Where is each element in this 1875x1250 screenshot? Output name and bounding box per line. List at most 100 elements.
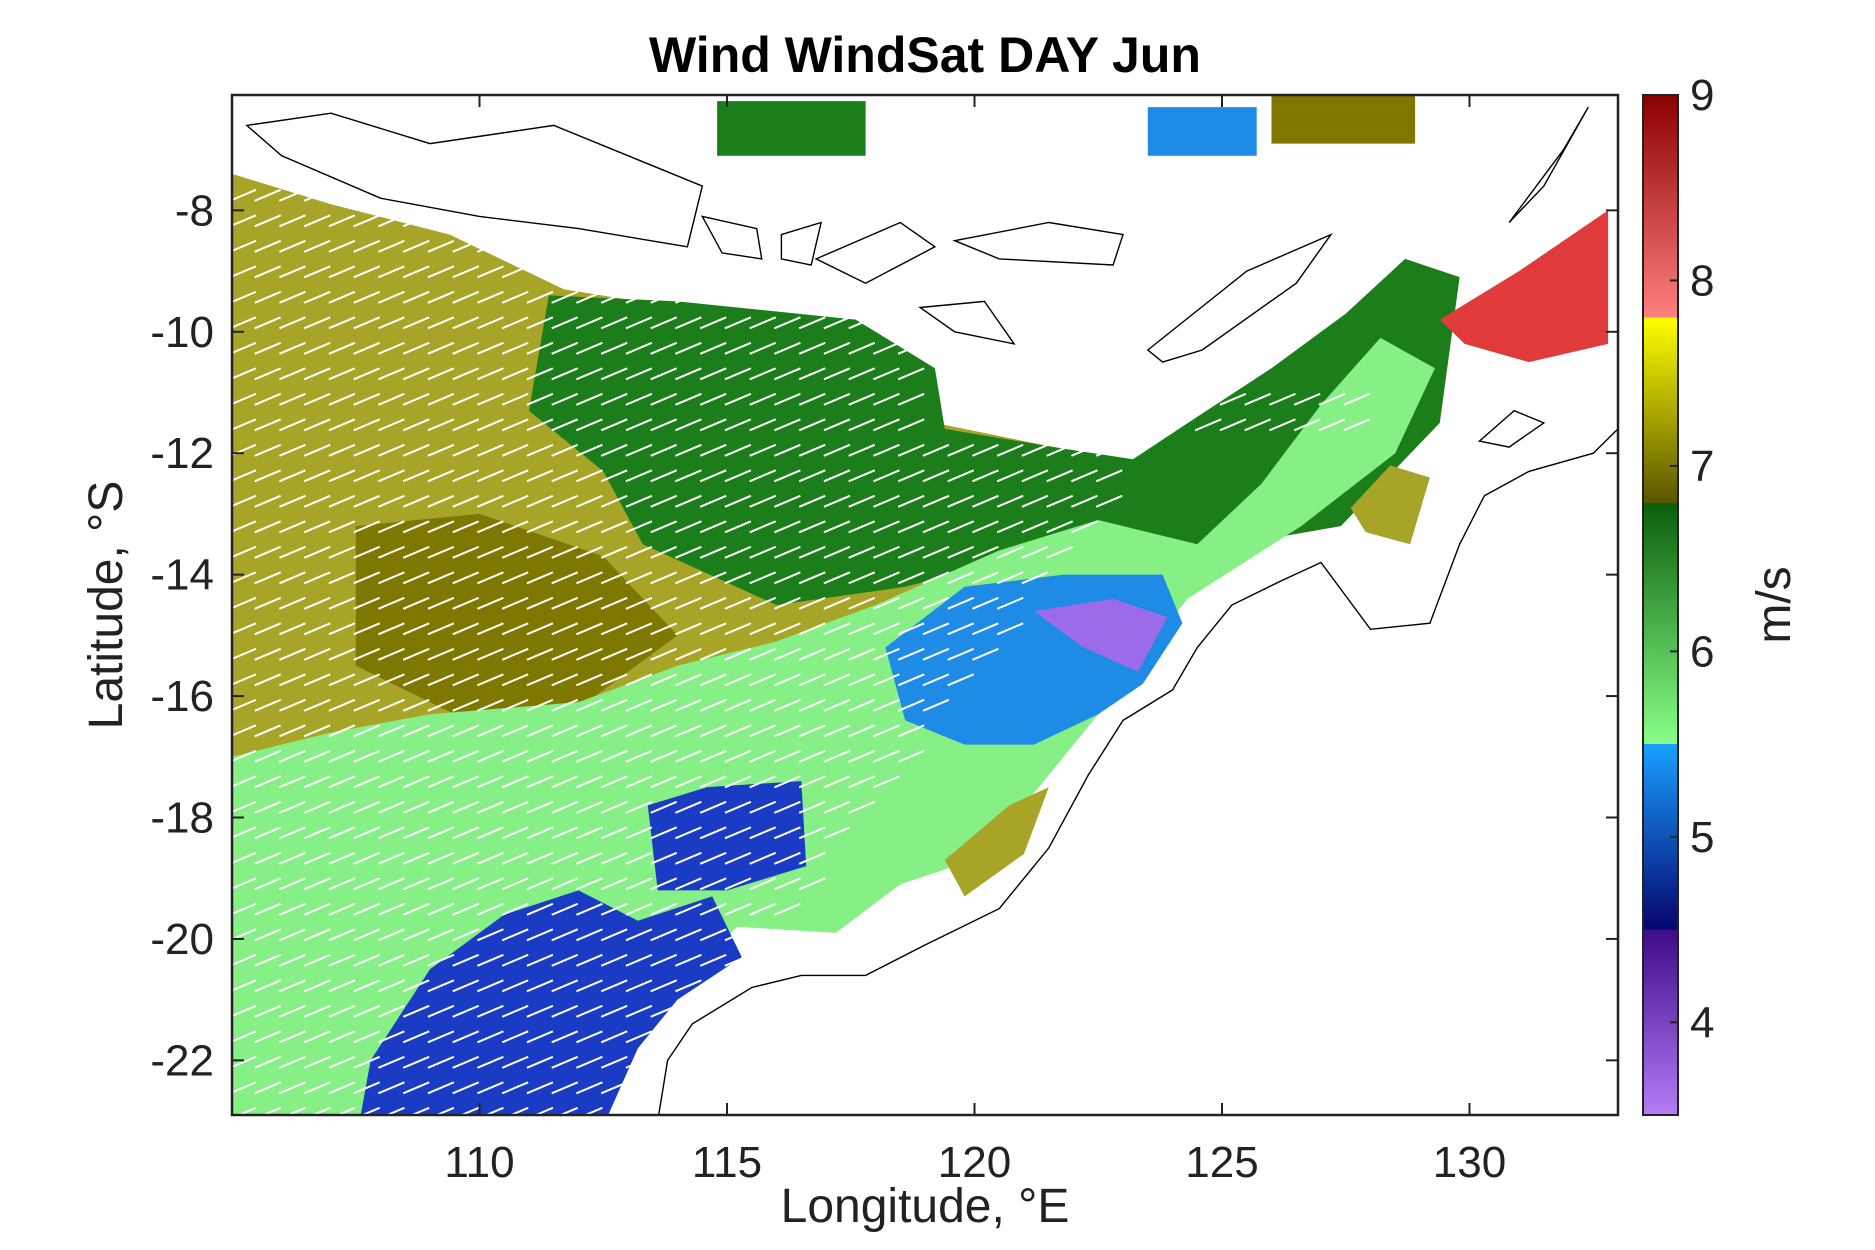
melville-island-coastline xyxy=(1477,409,1546,448)
wind-vector xyxy=(1269,418,1296,432)
wind-vector xyxy=(402,698,430,712)
wind-vector xyxy=(526,698,554,712)
wind-vector xyxy=(232,392,257,405)
wind-vector xyxy=(303,724,331,738)
wind-vector xyxy=(774,724,801,738)
wind-vector xyxy=(508,1106,529,1115)
wind-vector xyxy=(279,163,306,177)
wind-vector xyxy=(254,545,282,559)
wind-vector xyxy=(303,188,331,202)
wind-vector xyxy=(402,341,430,355)
wind-vector xyxy=(232,877,257,890)
wind-vector xyxy=(378,698,405,712)
wind-vector xyxy=(427,749,455,763)
wind-vector xyxy=(402,979,430,993)
wind-vector xyxy=(279,596,306,610)
wind-vector xyxy=(477,622,504,636)
wind-vector xyxy=(749,443,777,457)
wind-vector xyxy=(279,571,306,585)
wind-vector xyxy=(501,902,529,916)
wind-vector xyxy=(675,953,702,967)
wind-vector xyxy=(650,469,678,483)
wind-vector xyxy=(279,188,306,202)
wind-vector xyxy=(254,316,282,330)
wind-vector xyxy=(427,443,455,457)
wind-vector xyxy=(650,749,678,763)
wind-vector xyxy=(254,1081,282,1095)
wind-vector xyxy=(625,979,653,993)
wind-vector xyxy=(749,673,777,687)
wind-vector xyxy=(279,392,306,406)
wind-vector xyxy=(254,265,282,279)
wind-vector xyxy=(625,800,653,814)
wind-vector xyxy=(774,316,801,330)
wind-vector xyxy=(600,571,628,585)
wind-vector xyxy=(996,443,1024,457)
wind-vector xyxy=(501,673,529,687)
wind-vector xyxy=(1095,469,1123,483)
wind-vector xyxy=(378,571,405,585)
wind-vector xyxy=(279,979,306,993)
wind-vector xyxy=(576,953,603,967)
wind-vector xyxy=(823,290,851,304)
wind-vector xyxy=(328,928,356,942)
wind-vector xyxy=(749,520,777,534)
wind-vector xyxy=(378,341,405,355)
wind-vector xyxy=(551,800,579,814)
wind-vector xyxy=(848,443,876,457)
wind-vector xyxy=(477,341,504,355)
x-tick-label: 115 xyxy=(692,1138,762,1187)
wind-vector xyxy=(972,647,999,661)
wind-vector xyxy=(650,418,678,432)
wind-vector xyxy=(600,698,628,712)
wind-vector xyxy=(279,418,306,432)
y-axis-ticks: -8 -10 -12 -14 -16 -18 -20 -22 xyxy=(150,186,1618,1085)
wind-vector xyxy=(749,902,777,916)
wind-vector xyxy=(823,520,851,534)
wind-vector xyxy=(452,673,480,687)
wind-vector xyxy=(501,367,529,381)
wind-vector xyxy=(650,571,678,585)
wind-vector xyxy=(848,418,876,432)
wind-vector xyxy=(823,826,851,840)
wind-vector xyxy=(328,647,356,661)
wind-vector xyxy=(873,775,900,789)
wind-vector xyxy=(526,545,554,559)
wind-vector xyxy=(427,341,455,355)
wind-vector xyxy=(1095,494,1123,508)
wind-vector xyxy=(749,877,777,891)
wind-vector xyxy=(232,673,257,686)
wind-vector xyxy=(897,724,925,738)
wind-vector xyxy=(675,571,702,585)
wind-vector xyxy=(232,979,257,992)
wind-vector xyxy=(254,851,282,865)
wind-vector xyxy=(526,316,554,330)
colorbar-ticks: 4 5 6 7 8 9 xyxy=(1670,71,1714,1047)
wind-vector xyxy=(378,214,405,228)
wind-vector xyxy=(798,469,826,483)
wind-vector xyxy=(996,596,1024,610)
wind-vector xyxy=(353,1081,381,1095)
wind-vector xyxy=(303,1081,331,1095)
wind-vector xyxy=(303,571,331,585)
wind-vector xyxy=(1145,290,1173,304)
wind-vector xyxy=(279,953,306,967)
wind-vector xyxy=(749,367,777,381)
wind-vector xyxy=(477,392,504,406)
colorbar-tick-label: 5 xyxy=(1690,813,1714,862)
wind-vector xyxy=(477,596,504,610)
wind-vector xyxy=(724,571,752,585)
wind-vector xyxy=(576,724,603,738)
wind-vector xyxy=(378,724,405,738)
wind-vector xyxy=(303,877,331,891)
wind-vector xyxy=(1194,290,1222,304)
wind-vector xyxy=(452,494,480,508)
wind-vector xyxy=(576,1030,603,1044)
wind-vector xyxy=(823,392,851,406)
wind-vector xyxy=(452,214,480,228)
wind-vector xyxy=(699,622,727,636)
wind-vector xyxy=(947,647,975,661)
wind-vector xyxy=(501,1030,529,1044)
wind-vector xyxy=(254,749,282,763)
wind-vector xyxy=(551,571,579,585)
